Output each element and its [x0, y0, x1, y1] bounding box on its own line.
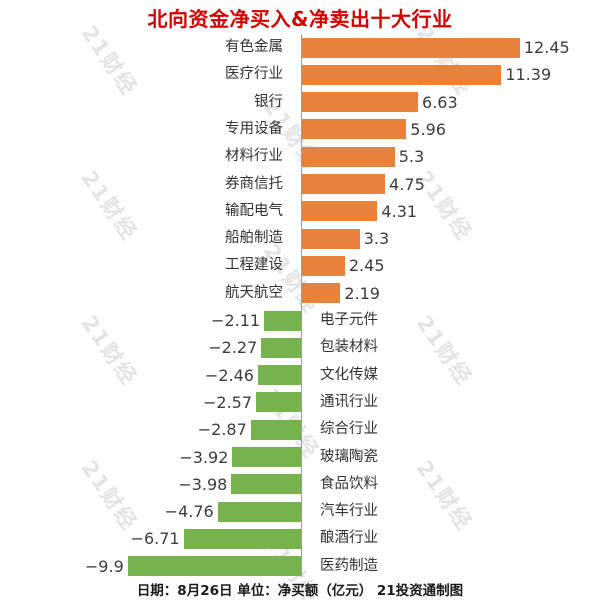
bar-row: 工程建设 2.45: [0, 252, 600, 279]
bar-row: 航天航空 2.19: [0, 280, 600, 307]
value-label: 2.45: [348, 256, 385, 276]
bar-row: 银行 6.63: [0, 89, 600, 116]
bar-row: 专用设备 5.96: [0, 116, 600, 143]
bar-row: 医药制造 −9.9: [0, 553, 600, 580]
bar-positive: [302, 37, 520, 58]
category-label: 通讯行业: [320, 393, 378, 410]
bar-positive: [302, 283, 341, 304]
category-label: 工程建设: [225, 257, 283, 274]
value-label: 2.19: [344, 283, 380, 303]
bar-row: 综合行业 −2.87: [0, 416, 600, 443]
bar-row: 输配电气 4.31: [0, 198, 600, 225]
value-label: −2.57: [203, 392, 253, 412]
bar-row: 玻璃陶瓷 −3.92: [0, 444, 600, 471]
bar-row: 食品饮料 −3.98: [0, 471, 600, 498]
bar-negative: [256, 392, 301, 413]
bar-row: 汽车行业 −4.76: [0, 498, 600, 525]
axis-line: [301, 34, 302, 577]
bar-positive: [302, 201, 378, 222]
value-label: −2.11: [211, 311, 261, 330]
bar-row: 医疗行业 11.39: [0, 61, 600, 88]
value-label: 4.75: [389, 174, 425, 194]
bar-negative: [232, 447, 301, 468]
category-label: 玻璃陶瓷: [320, 448, 378, 465]
bar-row: 电子元件 −2.11: [0, 307, 600, 334]
value-label: 12.45: [523, 38, 570, 57]
value-label: −4.76: [164, 502, 214, 522]
value-label: 3.3: [363, 229, 390, 249]
category-label: 医药制造: [320, 557, 378, 574]
category-label: 医疗行业: [225, 66, 283, 83]
bar-positive: [302, 119, 407, 140]
value-label: −9.9: [84, 556, 124, 576]
bar-row: 有色金属 12.45: [0, 34, 600, 61]
value-label: 4.31: [381, 201, 418, 221]
bar-negative: [183, 528, 301, 549]
bar-row: 船舶制造 3.3: [0, 225, 600, 252]
category-label: 券商信托: [225, 175, 283, 192]
bar-row: 材料行业 5.3: [0, 143, 600, 170]
category-label: 银行: [254, 93, 283, 110]
bar-row: 酿酒行业 −6.71: [0, 525, 600, 552]
bar-rows: 有色金属 12.45 医疗行业 11.39 银行 6.63 专用设备 5.96 材料行业 5.3 券…: [0, 34, 600, 580]
bar-negative: [127, 556, 301, 577]
bar-row: 文化传媒 −2.46: [0, 362, 600, 389]
category-label: 专用设备: [225, 120, 283, 137]
bar-positive: [302, 174, 386, 195]
bar-positive: [302, 146, 395, 167]
value-label: 5.3: [398, 147, 425, 167]
value-label: 11.39: [505, 65, 552, 85]
value-label: −3.98: [178, 474, 228, 494]
value-label: −2.87: [197, 420, 247, 440]
category-label: 食品饮料: [320, 475, 378, 492]
category-label: 材料行业: [225, 148, 283, 165]
bar-positive: [302, 92, 419, 113]
bar-row: 包装材料 −2.27: [0, 334, 600, 361]
category-label: 汽车行业: [320, 503, 378, 520]
bar-negative: [250, 419, 301, 440]
category-label: 输配电气: [225, 202, 283, 219]
category-label: 有色金属: [225, 39, 283, 55]
category-label: 文化传媒: [320, 366, 378, 383]
value-label: −2.46: [204, 365, 254, 385]
value-label: 5.96: [410, 119, 446, 139]
bar-positive: [302, 64, 502, 85]
bar-negative: [257, 365, 301, 386]
category-label: 酿酒行业: [320, 530, 378, 547]
bar-row: 券商信托 4.75: [0, 171, 600, 198]
bar-positive: [302, 255, 345, 276]
bar-negative: [264, 310, 301, 331]
category-label: 综合行业: [320, 421, 378, 438]
chart-footer: 日期：8月26日 单位：净买额（亿元） 21投资通制图: [136, 583, 464, 599]
category-label: 航天航空: [225, 284, 283, 301]
value-label: 6.63: [422, 92, 458, 112]
value-label: −6.71: [130, 529, 180, 549]
category-label: 电子元件: [320, 312, 378, 328]
category-label: 包装材料: [320, 339, 378, 356]
bar-negative: [261, 337, 301, 358]
bar-row: 通讯行业 −2.57: [0, 389, 600, 416]
value-label: −2.27: [208, 338, 258, 358]
bar-negative: [231, 474, 301, 495]
category-label: 船舶制造: [225, 230, 283, 247]
chart-title: 北向资金净买入&净卖出十大行业: [147, 7, 453, 31]
bar-positive: [302, 228, 360, 249]
value-label: −3.92: [179, 447, 229, 467]
bar-negative: [217, 501, 301, 522]
